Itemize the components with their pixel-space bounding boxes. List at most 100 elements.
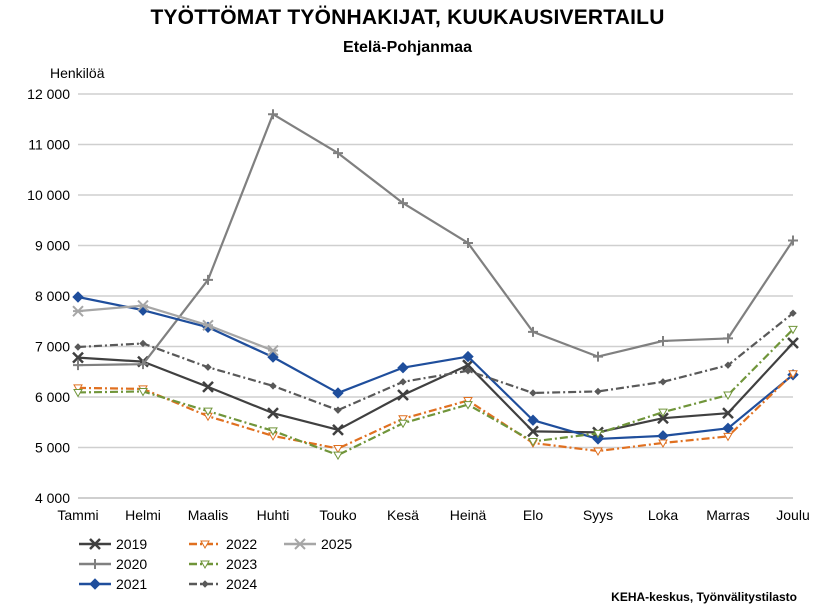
legend-marker	[200, 540, 210, 550]
data-point-2020	[723, 333, 733, 344]
data-point-2023	[268, 427, 278, 436]
legend-label: 2021	[116, 576, 148, 592]
data-point-2024	[789, 309, 797, 317]
data-point-2023	[398, 419, 408, 429]
legend-label: 2022	[226, 536, 258, 552]
data-point-2020	[398, 198, 408, 209]
data-point-2024	[74, 343, 82, 351]
data-point-2021	[462, 350, 474, 363]
data-point-2023	[73, 388, 83, 398]
chart-subtitle: Etelä-Pohjanmaa	[343, 39, 472, 56]
legend-swatch	[284, 538, 316, 550]
legend-swatch	[189, 560, 221, 570]
legend-item-2024: 2024	[188, 575, 257, 593]
x-tick-label: Huhti	[257, 507, 290, 523]
data-point-2024	[269, 382, 277, 390]
data-point-2019	[72, 351, 84, 364]
data-point-2022	[333, 445, 343, 454]
data-point-2022	[788, 370, 798, 379]
series-line-2025	[77, 304, 274, 352]
legend-label: 2020	[116, 556, 148, 572]
data-point-2021	[332, 387, 344, 399]
chart-legend: 2019 2020 2021 2022 2023 2024 2025	[78, 535, 378, 595]
y-tick-label: 9 000	[35, 238, 70, 254]
data-point-2019	[657, 412, 669, 425]
data-point-2025	[72, 305, 84, 317]
data-point-2019	[787, 337, 799, 349]
data-point-2024	[659, 378, 667, 386]
data-point-2020	[463, 237, 473, 248]
legend-item-2025: 2025	[283, 535, 352, 553]
data-point-2022	[73, 384, 83, 393]
data-point-2025	[137, 299, 149, 312]
data-point-2025	[267, 344, 279, 357]
data-point-2020	[268, 109, 278, 120]
data-point-2022	[723, 432, 733, 442]
x-tick-label: Touko	[319, 507, 357, 523]
series-2019	[72, 337, 799, 439]
data-point-2021	[72, 291, 84, 303]
series-line-2022	[77, 372, 794, 453]
legend-label: 2025	[321, 536, 353, 552]
legend-item-2023: 2023	[188, 555, 257, 573]
data-point-2025	[202, 319, 214, 331]
data-point-2020	[333, 148, 343, 159]
data-point-2023	[593, 429, 603, 439]
data-point-2021	[527, 414, 539, 426]
series-2025	[72, 299, 279, 357]
legend-label: 2019	[116, 536, 148, 552]
data-point-2019	[462, 359, 474, 372]
series-2023	[73, 325, 798, 461]
x-tick-label: Helmi	[125, 507, 161, 523]
legend-swatch	[79, 559, 111, 569]
data-point-2023	[528, 437, 538, 447]
series-line-2024	[77, 312, 794, 412]
data-point-2020	[593, 351, 603, 362]
data-point-2022	[398, 415, 408, 424]
legend-marker	[90, 559, 100, 569]
series-2022	[73, 370, 798, 457]
data-point-2019	[267, 407, 279, 420]
data-point-2020	[658, 335, 668, 346]
x-tick-label: Syys	[583, 507, 613, 523]
series-line-2020	[77, 113, 794, 367]
data-point-2020	[73, 360, 83, 371]
y-tick-label: 7 000	[35, 339, 70, 355]
data-point-2023	[658, 408, 668, 418]
data-point-2024	[139, 339, 147, 348]
legend-marker	[89, 578, 101, 590]
x-tick-label: Heinä	[450, 507, 487, 523]
y-tick-label: 5 000	[35, 440, 70, 456]
data-point-2021	[397, 362, 409, 374]
legend-swatch	[79, 538, 111, 550]
y-axis-label: Henkilöä	[50, 65, 105, 81]
series-2021	[72, 291, 799, 445]
data-point-2020	[203, 274, 213, 285]
data-point-2021	[657, 430, 669, 442]
series-line-2019	[77, 342, 794, 434]
y-tick-label: 11 000	[28, 137, 70, 153]
data-point-2024	[464, 367, 472, 375]
chart-title: TYÖTTÖMAT TYÖNHAKIJAT, KUUKAUSIVERTAILU	[150, 6, 665, 29]
data-point-2021	[592, 433, 604, 445]
data-point-2024	[399, 378, 407, 386]
series-2020	[73, 109, 798, 371]
legend-marker	[201, 580, 209, 588]
legend-marker	[294, 538, 306, 550]
data-point-2020	[788, 235, 798, 246]
data-point-2019	[397, 389, 409, 401]
data-point-2021	[267, 351, 279, 363]
legend-swatch	[79, 578, 111, 590]
data-point-2019	[527, 425, 539, 438]
data-point-2022	[463, 397, 473, 406]
data-point-2022	[593, 447, 603, 457]
data-point-2023	[788, 325, 798, 335]
y-tick-label: 10 000	[27, 187, 70, 203]
y-tick-label: 8 000	[35, 288, 70, 304]
data-point-2020	[528, 326, 538, 337]
legend-marker	[200, 560, 210, 570]
data-point-2023	[333, 451, 343, 461]
x-tick-label: Marras	[706, 507, 750, 523]
data-point-2024	[204, 363, 212, 371]
legend-item-2022: 2022	[188, 535, 257, 553]
